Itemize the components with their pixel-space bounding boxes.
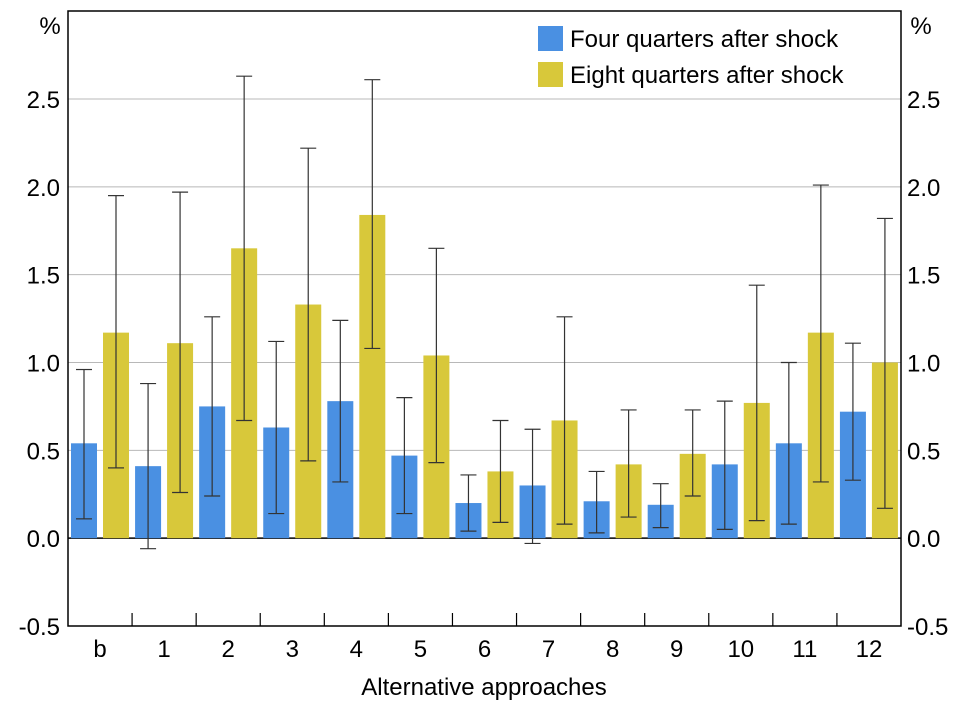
x-tick-label-7: 7 <box>542 636 555 663</box>
y-tick-label-right: 2.5 <box>907 87 940 114</box>
error-bars <box>76 75 893 550</box>
y-axis-unit-left: % <box>39 13 60 40</box>
x-tick-label-4: 4 <box>350 636 363 663</box>
x-tick-label-8: 8 <box>606 636 619 663</box>
x-tick-label-11: 11 <box>792 636 817 663</box>
plot-border <box>67 10 902 627</box>
tick-labels: 2.5 2.5 2.0 2.0 1.5 1.5 1.0 1.0 0.5 0.5 0.0 0.0 -0.5… <box>19 87 949 663</box>
y-tick-label-left: 1.0 <box>27 351 60 378</box>
x-tick-label-5: 5 <box>414 636 427 663</box>
x-axis-title: Alternative approaches <box>361 674 606 701</box>
x-tick-label-10: 10 <box>727 636 754 663</box>
y-tick-label-left: -0.5 <box>19 614 60 641</box>
y-tick-label-right: 0.5 <box>907 438 940 465</box>
y-tick-label-right: 1.5 <box>907 263 940 290</box>
y-tick-label-right: -0.5 <box>907 614 948 641</box>
y-tick-label-left: 1.5 <box>27 263 60 290</box>
y-tick-label-left: 0.0 <box>27 526 60 553</box>
plot-frame <box>67 10 902 627</box>
legend-swatch-eight-quarters <box>538 62 563 87</box>
y-tick-label-left: 2.5 <box>27 87 60 114</box>
x-tick-label-6: 6 <box>478 636 491 663</box>
x-tick-label-9: 9 <box>670 636 683 663</box>
y-tick-label-left: 0.5 <box>27 438 60 465</box>
legend-label-eight-quarters: Eight quarters after shock <box>570 62 844 89</box>
y-tick-label-right: 0.0 <box>907 526 940 553</box>
y-tick-label-right: 1.0 <box>907 351 940 378</box>
legend-swatch-four-quarters <box>538 26 563 51</box>
y-tick-label-left: 2.0 <box>27 175 60 202</box>
y-axis-unit-right: % <box>910 13 931 40</box>
x-tick-label-3: 3 <box>286 636 299 663</box>
x-tick-label-1: 1 <box>157 636 170 663</box>
x-tick-label-12: 12 <box>856 636 883 663</box>
x-tick-label-b: b <box>93 636 106 663</box>
bars <box>71 214 898 539</box>
legend-label-four-quarters: Four quarters after shock <box>570 26 839 53</box>
legend: Four quarters after shock Eight quarters… <box>538 26 844 89</box>
x-tick-label-2: 2 <box>222 636 235 663</box>
y-tick-label-right: 2.0 <box>907 175 940 202</box>
